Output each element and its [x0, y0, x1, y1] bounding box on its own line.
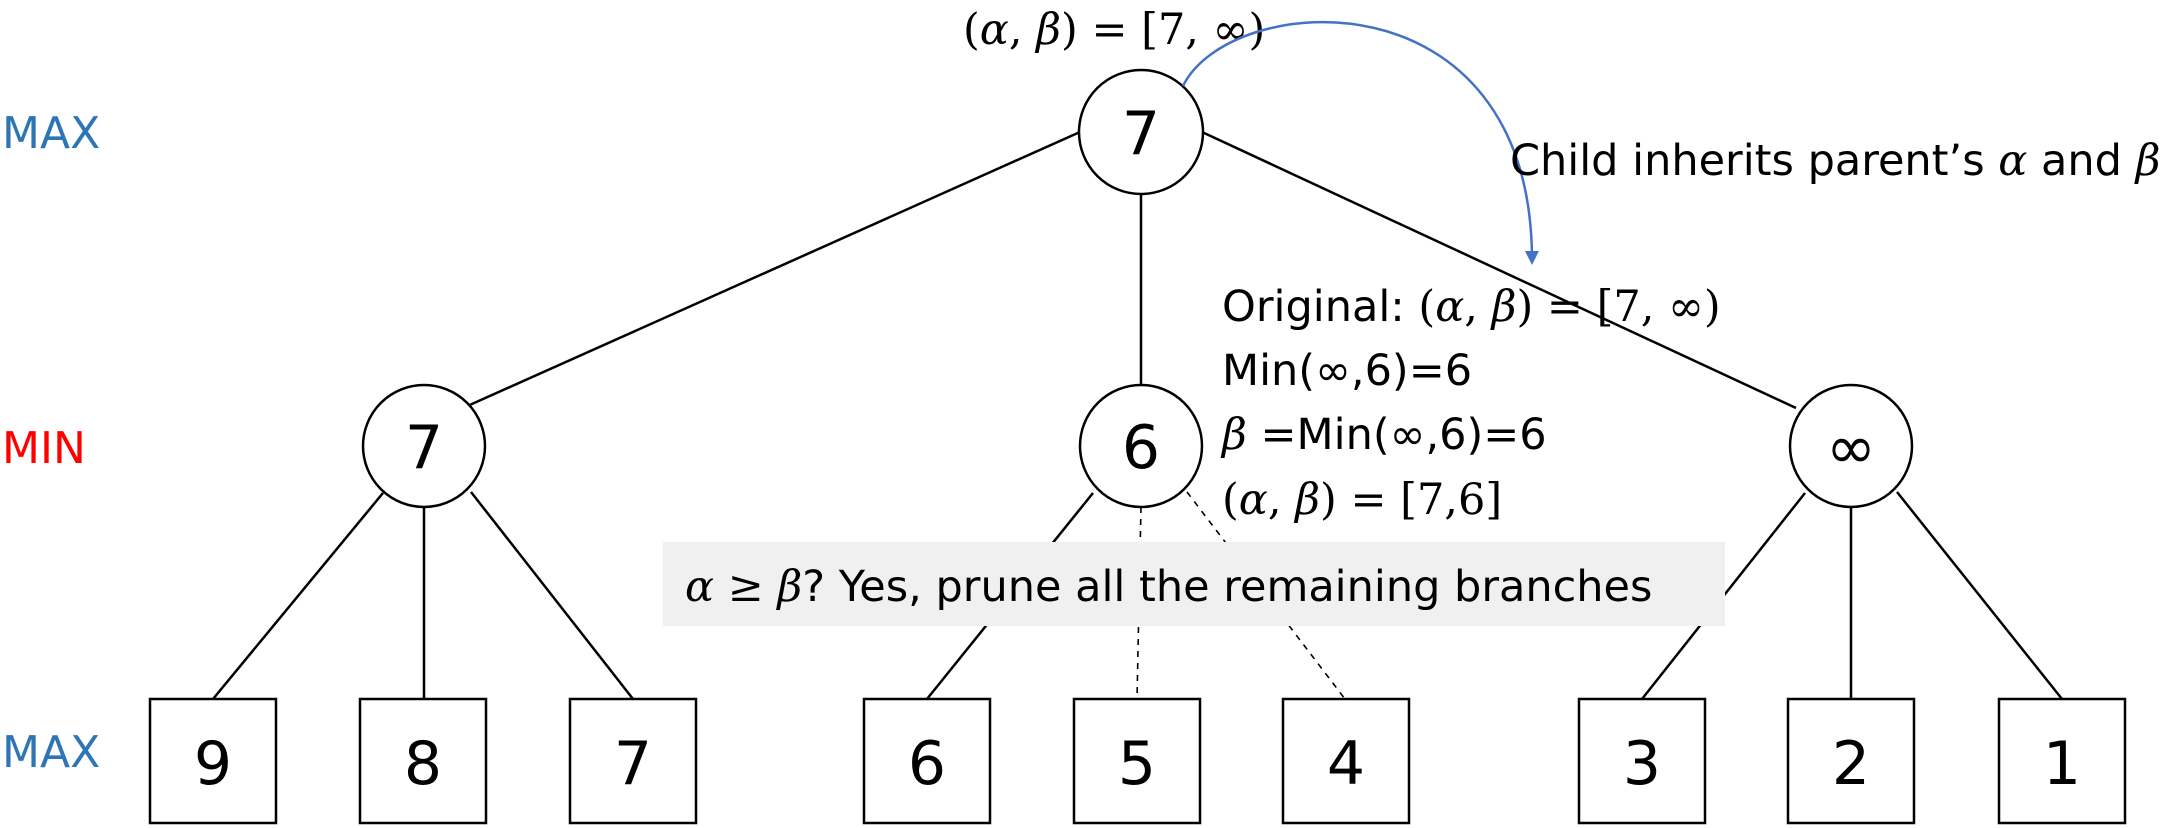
leaf-node: 4 — [1283, 699, 1409, 823]
step-original-beta: β — [1490, 282, 1517, 332]
step-window-prefix: ( — [1222, 475, 1239, 525]
leaf-node: 7 — [570, 699, 696, 823]
inherit-note-and: and — [2027, 136, 2135, 186]
step-window-suffix: ) = [7,6] — [1320, 475, 1502, 525]
step-original-comma: , — [1464, 282, 1491, 332]
leaf-node: 9 — [150, 699, 276, 823]
leaf-value: 5 — [1118, 729, 1156, 799]
step-line-min: Min(∞,6)=6 — [1222, 346, 1472, 396]
leaf-value: 4 — [1327, 729, 1365, 799]
step-beta-symbol: β — [1220, 410, 1247, 460]
step-original-label: Original: — [1222, 282, 1418, 332]
leaf-value: 8 — [404, 729, 442, 799]
leaf-value: 2 — [1832, 729, 1870, 799]
leaf-node: 3 — [1579, 699, 1705, 823]
leaf-value: 9 — [194, 729, 232, 799]
leaf-value: 3 — [1623, 729, 1661, 799]
prune-note: α ≥ β? Yes, prune all the remaining bran… — [663, 542, 1725, 626]
root-window-beta: β — [1034, 5, 1061, 55]
edge-root-to-min-left — [463, 132, 1080, 408]
level-label-min: MIN — [2, 423, 86, 474]
inherit-arrow — [1183, 22, 1532, 258]
step-window-alpha: α — [1239, 475, 1268, 525]
svg-text:α ≥ β? Yes, prune all the rema: α ≥ β? Yes, prune all the remaining bran… — [685, 562, 1652, 612]
leaf-value: 6 — [908, 729, 946, 799]
step-window-beta: β — [1293, 475, 1320, 525]
step-window-comma: , — [1268, 475, 1295, 525]
leaf-node: 8 — [360, 699, 486, 823]
min-node-middle: 6 — [1080, 385, 1202, 507]
min-node-right-value: ∞ — [1826, 413, 1876, 483]
inherit-note: Child inherits parent’s α and β — [1510, 136, 2160, 186]
min-node-right: ∞ — [1790, 385, 1912, 507]
step-original-prefix: ( — [1418, 282, 1435, 332]
step-line-original: Original: (α, β) = [7, ∞) — [1222, 282, 1721, 332]
step-line-beta-update: β =Min(∞,6)=6 — [1220, 410, 1547, 460]
min-node-middle-value: 6 — [1122, 413, 1160, 483]
level-label-max-top: MAX — [2, 108, 100, 159]
root-window-prefix: ( — [963, 5, 980, 55]
step-beta-rest: =Min(∞,6)=6 — [1247, 410, 1547, 460]
root-window-alpha: α — [980, 5, 1009, 55]
edge-minleft-to-leaf-7 — [471, 492, 633, 699]
leaf-value: 7 — [614, 729, 652, 799]
root-window-comma: , — [1009, 5, 1036, 55]
inherit-note-beta: β — [2134, 136, 2161, 186]
edge-minright-to-leaf-1 — [1897, 492, 2062, 699]
min-node-left-value: 7 — [405, 413, 443, 483]
leaf-value: 1 — [2043, 729, 2081, 799]
root-window-suffix: ) = [7, ∞) — [1061, 5, 1265, 55]
prune-note-condition: α ≥ β — [685, 562, 802, 612]
level-label-max-bottom: MAX — [2, 727, 100, 778]
step-original-alpha: α — [1435, 282, 1464, 332]
leaf-node: 6 — [864, 699, 990, 823]
root-node-value: 7 — [1122, 99, 1160, 169]
edge-minleft-to-leaf-9 — [213, 493, 383, 699]
inherit-note-text: Child inherits parent’s — [1510, 136, 1998, 186]
step-line-new-window: (α, β) = [7,6] — [1222, 475, 1502, 525]
min-node-left: 7 — [363, 385, 485, 507]
leaf-node: 2 — [1788, 699, 1914, 823]
inherit-note-alpha: α — [1998, 136, 2027, 186]
leaf-node: 5 — [1074, 699, 1200, 823]
prune-note-text: ? Yes, prune all the remaining branches — [802, 562, 1652, 612]
root-max-node: 7 — [1079, 70, 1203, 194]
step-original-suffix: ) = [7, ∞) — [1516, 282, 1720, 332]
leaf-node: 1 — [1999, 699, 2125, 823]
